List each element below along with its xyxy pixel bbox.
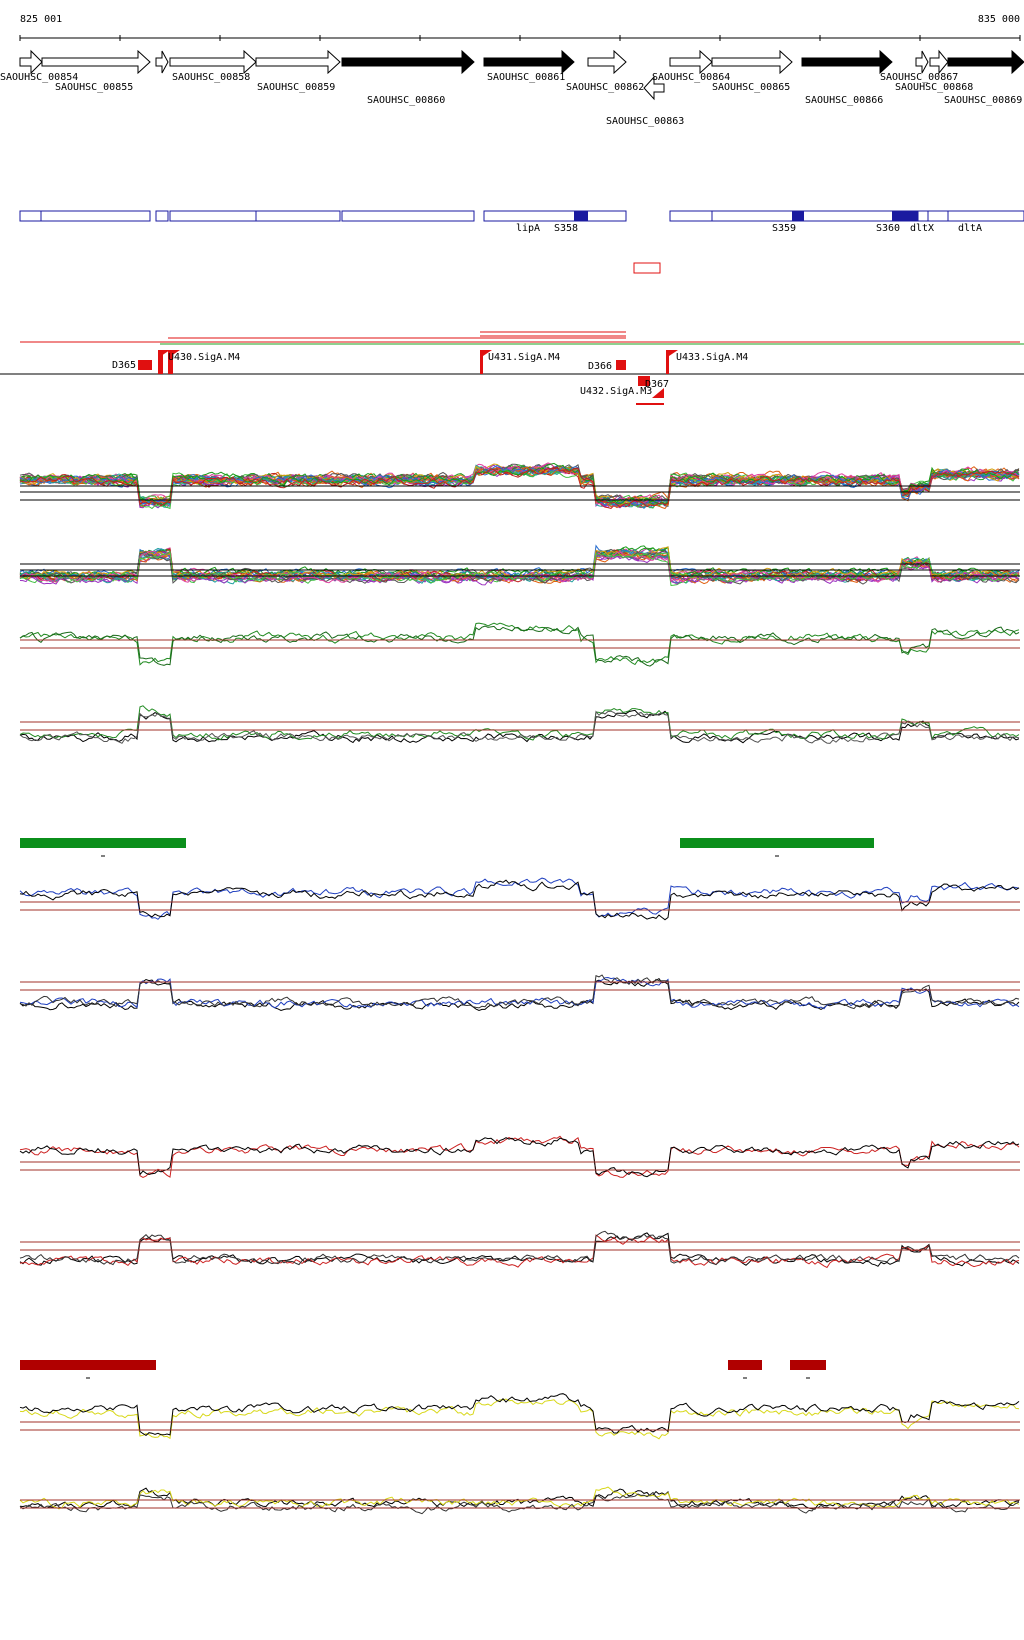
expression-line (19, 1398, 1020, 1440)
interval-bar (20, 838, 186, 848)
expression-line (19, 1137, 1020, 1178)
gene-arrow (19, 49, 43, 75)
promoter-flag (652, 388, 664, 398)
expression-line (19, 710, 1020, 744)
gene-label: SAOUHSC_00854 (0, 72, 78, 83)
gene-arrow (41, 49, 151, 75)
expression-line (19, 467, 1020, 508)
promoter-label: U431.SigA.M4 (488, 352, 560, 363)
annotation-box (155, 210, 169, 222)
gene-label: SAOUHSC_00869 (944, 95, 1022, 106)
expression-line (19, 974, 1020, 1010)
promoter-label: D367 (645, 379, 669, 390)
annotation-filled (892, 211, 918, 221)
promoter-marker (666, 350, 669, 374)
interval-bar (728, 1360, 762, 1370)
expression-line (19, 1135, 1020, 1178)
expression-line (19, 1491, 1020, 1515)
promoter-flag (666, 350, 678, 358)
annotation-track: lipA S358 S359 S360 dltX dltA (19, 210, 1024, 274)
expression-line (19, 550, 1020, 584)
promoter-marker (138, 360, 152, 370)
gene-arrow (711, 49, 793, 75)
expression-line (19, 1393, 1020, 1437)
gene-arrow (169, 49, 257, 75)
annotation-box (19, 210, 151, 222)
promoter-marker (638, 376, 650, 386)
annotation-box (169, 210, 341, 222)
annotation-box (483, 210, 627, 222)
gene-label: SAOUHSC_00867 (880, 72, 958, 83)
promoter-marker (168, 352, 173, 374)
expression-line (19, 548, 1020, 583)
gene-label: SAOUHSC_00855 (55, 82, 133, 93)
promoter-flag (480, 350, 492, 358)
gene-arrow (801, 49, 893, 75)
promoter-track: D365 U430.SigA.M4 U431.SigA.M4 D366 U433.Sig… (0, 331, 1024, 405)
promoter-flag (168, 350, 180, 358)
coord-start-label: 825 001 (20, 14, 62, 25)
annotation-label: lipA (516, 223, 540, 234)
expression-line (19, 879, 1020, 921)
expression-line (19, 466, 1020, 510)
gene-label: SAOUHSC_00862 (566, 82, 644, 93)
promoter-label: U430.SigA.M4 (168, 352, 240, 363)
gene-arrow (669, 49, 713, 75)
promoter-label: U432.SigA.M3 (580, 386, 652, 397)
gene-arrow (643, 75, 665, 101)
coord-end-label: 835 000 (978, 14, 1020, 25)
gene-arrow (947, 49, 1024, 75)
promoter-label: U433.SigA.M4 (676, 352, 748, 363)
gene-label: SAOUHSC_00864 (652, 72, 730, 83)
expression-line (19, 1486, 1020, 1510)
gene-label: SAOUHSC_00858 (172, 72, 250, 83)
gene-label: SAOUHSC_00863 (606, 116, 684, 127)
promoter-label: D366 (588, 361, 612, 372)
gene-label: SAOUHSC_00860 (367, 95, 445, 106)
promoter-marker (480, 350, 483, 374)
expression-line (19, 464, 1020, 507)
annotation-label: S360 (876, 223, 900, 234)
annotation-filled (792, 211, 804, 221)
gene-arrow (929, 49, 949, 75)
gene-arrow (915, 50, 929, 74)
annotation-box (341, 210, 475, 222)
annotation-label: S358 (554, 223, 578, 234)
annotation-filled (574, 211, 588, 221)
gene-label: SAOUHSC_00859 (257, 82, 335, 93)
gene-arrow (483, 49, 575, 75)
annotation-label: dltX (910, 223, 934, 234)
coordinate-axis (19, 35, 1021, 41)
expression-line (19, 625, 1020, 667)
interval-bar (680, 838, 874, 848)
gene-label: SAOUHSC_00868 (895, 82, 973, 93)
promoter-label: D365 (112, 360, 136, 371)
gene-arrow (255, 49, 341, 75)
gene-label: SAOUHSC_00861 (487, 72, 565, 83)
annotation-box (669, 210, 1024, 222)
gene-label: SAOUHSC_00865 (712, 82, 790, 93)
gene-arrow (155, 50, 169, 74)
promoter-marker (158, 352, 163, 374)
annotation-red-box (633, 262, 661, 274)
interval-bar (790, 1360, 826, 1370)
promoter-flag (158, 350, 170, 358)
expression-line (19, 705, 1020, 741)
expression-tracks (19, 462, 1020, 1515)
gene-label: SAOUHSC_00866 (805, 95, 883, 106)
interval-bar (20, 1360, 156, 1370)
annotation-label: dltA (958, 223, 982, 234)
expression-line (19, 550, 1020, 583)
gene-arrow (341, 49, 475, 75)
gene-arrow (587, 49, 627, 75)
annotation-label: S359 (772, 223, 796, 234)
expression-line (19, 462, 1020, 507)
promoter-marker (616, 360, 626, 370)
expression-line (19, 1230, 1020, 1266)
expression-line (19, 622, 1020, 666)
